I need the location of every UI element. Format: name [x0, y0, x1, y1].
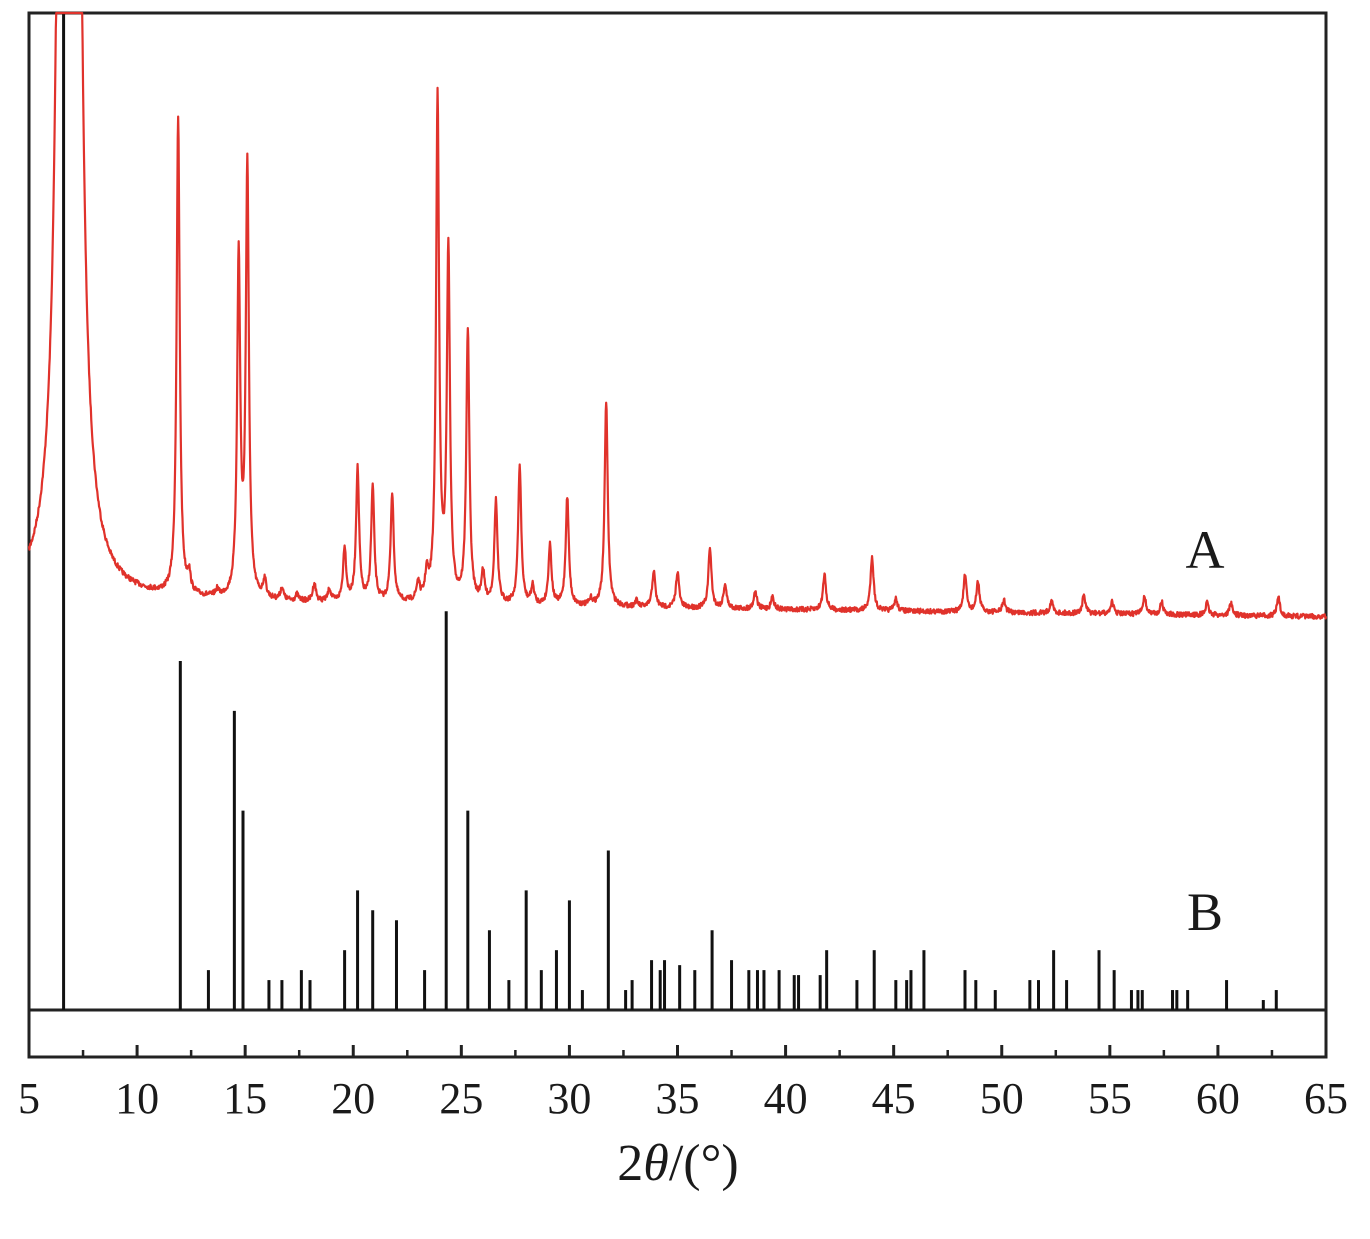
x-axis-title-symbol: θ	[643, 1135, 669, 1192]
x-tick-label: 35	[656, 1074, 700, 1123]
x-tick-label: 25	[439, 1074, 483, 1123]
x-axis-title-prefix: 2	[617, 1135, 643, 1192]
x-tick-label: 45	[872, 1074, 916, 1123]
x-tick-label: 10	[115, 1074, 159, 1123]
series-a-line	[27, 11, 1328, 620]
x-tick-label: 5	[18, 1074, 40, 1123]
x-axis-title-suffix: /(°)	[669, 1135, 739, 1192]
x-tick-label: 15	[223, 1074, 267, 1123]
x-tick-label: 65	[1304, 1074, 1348, 1123]
x-tick-label: 30	[547, 1074, 591, 1123]
x-tick-label: 50	[980, 1074, 1024, 1123]
series-b-sticks	[62, 13, 1278, 1010]
x-tick-label: 55	[1088, 1074, 1132, 1123]
x-tick-label: 60	[1196, 1074, 1240, 1123]
x-tick-label: 40	[764, 1074, 808, 1123]
x-axis-title: 2θ/(°)	[617, 1135, 738, 1192]
series-b-label: B	[1187, 882, 1223, 942]
x-axis-ticks: 5 10 15 20 25 30 35 40 45 50 55 60 65	[18, 1045, 1348, 1123]
x-tick-label: 20	[331, 1074, 375, 1123]
series-a-label: A	[1186, 520, 1225, 580]
plot-frame	[27, 11, 1328, 1059]
